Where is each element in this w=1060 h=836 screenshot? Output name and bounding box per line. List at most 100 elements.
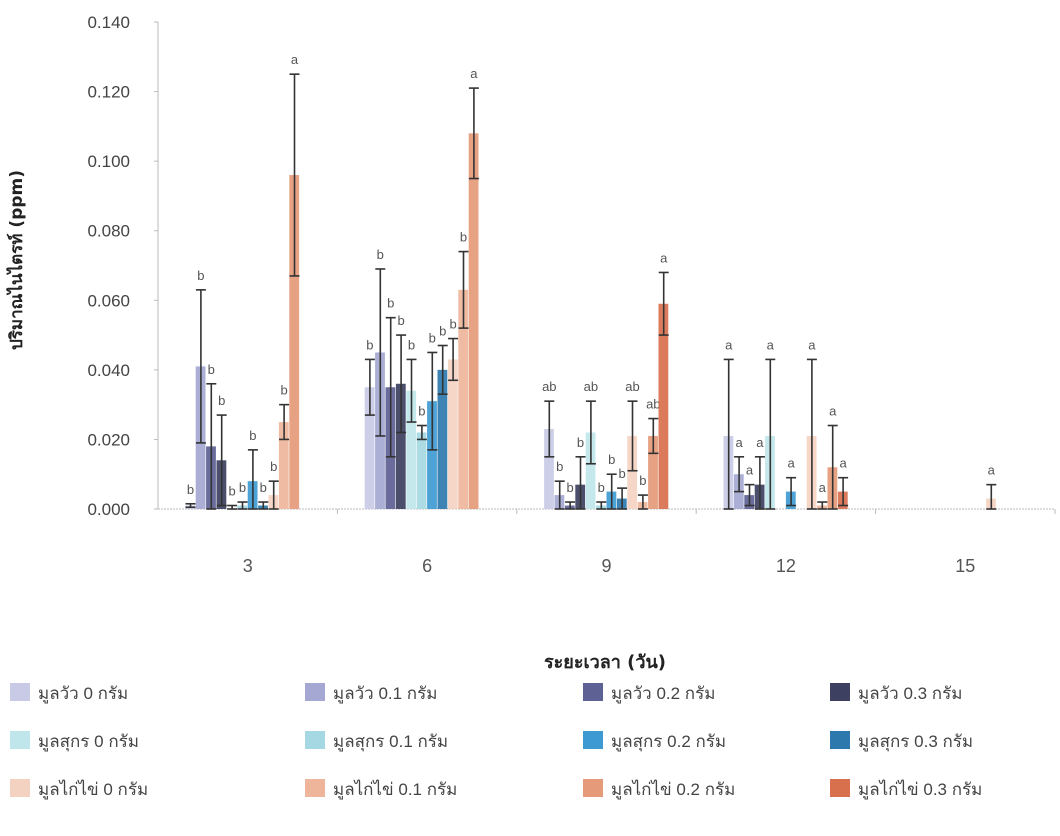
bar: [289, 175, 300, 510]
x-tick-label: 12: [776, 556, 796, 576]
significance-letter: b: [397, 313, 404, 328]
significance-letter: ab: [584, 379, 598, 394]
bar: [468, 133, 479, 510]
legend-label: มูลสุกร 0 กรัม: [38, 732, 139, 752]
x-tick-label: 9: [601, 556, 611, 576]
plot-area: 0.000 0.020 0.040 0.060 0.080 0.100 0.120 0.140…: [87, 13, 1056, 576]
legend-label: มูลวัว 0.1 กรัม: [333, 684, 437, 704]
x-axis-title: ระยะเวลา (วัน): [544, 652, 666, 673]
legend-label: มูลไก่ไข่ 0 กรัม: [38, 779, 148, 800]
significance-letter: a: [767, 337, 775, 352]
legend-swatch: [10, 731, 30, 749]
bar: [658, 303, 669, 509]
y-tick-label: 0.120: [87, 83, 130, 102]
significance-letter: b: [439, 324, 446, 339]
significance-letter: ab: [625, 379, 639, 394]
legend-swatch: [583, 779, 603, 797]
significance-letter: a: [819, 480, 827, 495]
legend-label: มูลสุกร 0.1 กรัม: [333, 732, 448, 752]
y-tick-label: 0.080: [87, 222, 130, 241]
legend-swatch: [830, 779, 850, 797]
significance-letter: b: [577, 435, 584, 450]
bar: [278, 422, 289, 509]
legend-swatch: [10, 779, 30, 797]
legend-label: มูลสุกร 0.2 กรัม: [611, 732, 726, 752]
legend: มูลวัว 0 กรัม มูลวัว 0.1 กรัม มูลวัว 0.2 ก…: [10, 683, 982, 800]
significance-letter: b: [377, 247, 384, 262]
x-tick-label: 6: [422, 556, 432, 576]
significance-letter: a: [660, 250, 668, 265]
bar: [416, 432, 427, 509]
y-tick-label: 0.020: [87, 430, 130, 449]
significance-letter: b: [566, 480, 573, 495]
y-tick-label: 0.000: [87, 500, 130, 519]
significance-letter: b: [418, 404, 425, 419]
bar: [447, 359, 458, 509]
bar: [544, 428, 554, 509]
legend-swatch: [830, 731, 850, 749]
y-tick-label: 0.060: [87, 291, 130, 310]
legend-swatch: [305, 731, 325, 749]
significance-letter: a: [839, 456, 847, 471]
bar: [406, 390, 417, 509]
significance-letter: ab: [542, 379, 556, 394]
legend-swatch: [830, 683, 850, 701]
significance-letter: b: [366, 337, 373, 352]
x-tick-label: 3: [243, 556, 253, 576]
legend-label: มูลวัว 0.3 กรัม: [858, 684, 962, 704]
bar: [437, 369, 448, 509]
significance-letter: a: [735, 435, 743, 450]
bar: [648, 435, 658, 509]
significance-letter: a: [470, 66, 478, 81]
y-tick-label: 0.140: [87, 13, 130, 32]
significance-letter: b: [449, 317, 456, 332]
significance-letter: b: [429, 330, 436, 345]
bar: [427, 401, 437, 509]
legend-swatch: [583, 731, 603, 749]
legend-label: มูลวัว 0.2 กรัม: [611, 684, 715, 704]
significance-letter: b: [408, 337, 415, 352]
significance-letter: b: [239, 480, 246, 495]
significance-letter: a: [756, 435, 764, 450]
significance-letter: a: [988, 463, 996, 478]
significance-letter: b: [608, 452, 615, 467]
significance-letter: ab: [646, 397, 660, 412]
significance-letter: b: [270, 459, 277, 474]
significance-letter: b: [249, 428, 256, 443]
significance-letter: a: [291, 52, 299, 67]
significance-letter: b: [228, 484, 235, 499]
legend-label: มูลไก่ไข่ 0.3 กรัม: [858, 779, 982, 800]
bar: [585, 432, 596, 509]
significance-letter: a: [787, 456, 795, 471]
significance-letter: b: [460, 230, 467, 245]
significance-letter: a: [725, 337, 733, 352]
significance-letter: b: [618, 466, 625, 481]
legend-label: มูลวัว 0 กรัม: [38, 684, 128, 704]
y-tick-label: 0.100: [87, 152, 130, 171]
y-tick-label: 0.040: [87, 361, 130, 380]
significance-letter: b: [197, 268, 204, 283]
legend-swatch: [583, 683, 603, 701]
legend-swatch: [10, 683, 30, 701]
significance-letter: b: [387, 296, 394, 311]
significance-letter: a: [829, 404, 837, 419]
significance-letter: a: [746, 463, 754, 478]
significance-letter: a: [808, 337, 816, 352]
significance-letter: b: [187, 482, 194, 497]
legend-label: มูลสุกร 0.3 กรัม: [858, 732, 973, 752]
legend-label: มูลไก่ไข่ 0.2 กรัม: [611, 779, 735, 800]
bar: [395, 383, 406, 509]
y-axis-title: ปริมาณไนไตรท์ (ppm): [6, 170, 27, 350]
x-tick-label: 15: [955, 556, 975, 576]
bar: [458, 289, 469, 509]
bar: [364, 387, 375, 509]
legend-label: มูลไก่ไข่ 0.1 กรัม: [333, 779, 457, 800]
legend-swatch: [305, 683, 325, 701]
significance-letter: b: [208, 362, 215, 377]
significance-letter: b: [556, 459, 563, 474]
bar: [627, 435, 638, 509]
significance-letter: b: [639, 473, 646, 488]
significance-letter: b: [280, 383, 287, 398]
